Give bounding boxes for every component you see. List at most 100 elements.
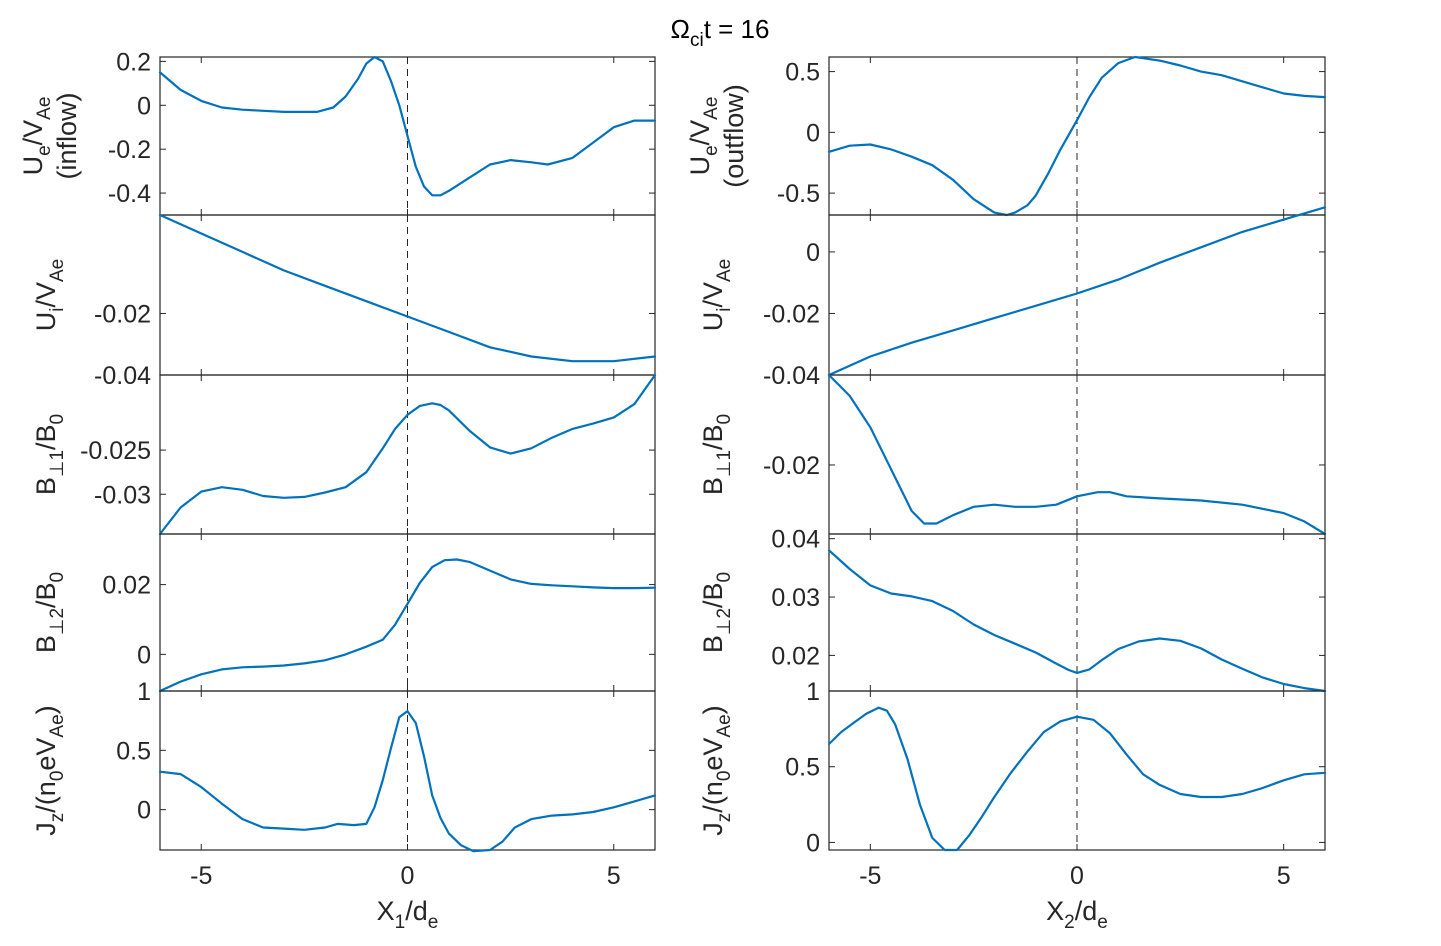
y-axis-label: B⊥1/B0: [698, 414, 735, 495]
x-label-subscript: 1: [395, 912, 406, 933]
y-label-subscript: i: [47, 308, 68, 312]
y-label-part: /B: [698, 582, 728, 608]
x-label-part: X: [1046, 896, 1064, 926]
y-label-part: /V: [685, 120, 715, 146]
y-axis-label: Ui/VAe: [698, 259, 735, 332]
y-tick-label: 0.02: [102, 572, 151, 600]
y-axis-label-line2: (inflow): [52, 92, 82, 179]
y-label-subscript: e: [701, 145, 722, 156]
x-tick-label: -5: [859, 862, 881, 890]
y-axis-label: Jz/(n0eVAe): [698, 705, 735, 835]
y-label-part: U: [18, 156, 48, 176]
y-tick-label: 0.2: [116, 48, 151, 76]
subplot-left-3: 0.02 0B⊥2/B0: [31, 533, 657, 693]
y-tick-label: 0.5: [785, 59, 820, 87]
series-line: [158, 373, 657, 536]
y-tick-label: -0.02: [763, 452, 820, 480]
y-label-subscript: Ae: [47, 714, 68, 737]
y-tick-label: 1: [137, 678, 151, 706]
y-label-part: /V: [31, 282, 61, 308]
x-tick-label: 5: [1277, 862, 1291, 890]
y-label-part: /V: [18, 120, 48, 146]
figure-title: Ωcit = 16: [671, 14, 770, 51]
y-label-subscript: ⊥1: [714, 450, 735, 477]
y-label-subscript: Ae: [701, 97, 722, 120]
series-line: [158, 710, 657, 853]
x-label-subscript: e: [1097, 912, 1108, 933]
subplot-right-0: 0.5 0 -0.5 Ue/VAe(outflow): [685, 55, 1327, 217]
subplot-right-3: 0.04 0.03 0.02 B⊥2/B0: [698, 526, 1327, 693]
y-label-subscript: Ae: [714, 259, 735, 282]
subplot-right-1: 0 -0.02 -0.04 Ui/VAe: [698, 206, 1327, 390]
y-tick-label: -0.04: [94, 362, 151, 390]
y-axis-label: Ui/VAe: [31, 259, 68, 332]
y-label-subscript: 0: [47, 771, 68, 782]
y-tick-label: 0: [806, 829, 820, 857]
y-label-part: J: [31, 822, 61, 836]
y-label-part: /(n: [31, 781, 61, 813]
y-label-part: B: [698, 635, 728, 653]
y-label-part: eV: [31, 738, 61, 771]
subplot-left-1: -0.02 -0.04 Ui/VAe: [31, 213, 657, 390]
y-label-subscript: i: [714, 308, 735, 312]
series-line: [158, 55, 657, 197]
series-line: [827, 549, 1327, 693]
x-tick-label: 5: [607, 862, 621, 890]
y-label-part: /(n: [698, 781, 728, 813]
y-tick-label: -0.5: [777, 180, 820, 208]
y-label-part: U: [31, 312, 61, 332]
x-tick-label: 0: [401, 862, 415, 890]
x-label-part: X: [377, 896, 395, 926]
y-label-subscript: Ae: [34, 97, 55, 120]
x-tick-label: 0: [1070, 862, 1084, 890]
y-label-subscript: ⊥2: [47, 608, 68, 635]
y-label-subscript: e: [34, 145, 55, 156]
y-label-part: B: [31, 477, 61, 495]
y-label-subscript: z: [47, 813, 68, 823]
x-axis-label: X2/de: [1046, 896, 1108, 933]
y-tick-label: 0: [806, 119, 820, 147]
y-label-subscript: Ae: [714, 714, 735, 737]
y-axis-label: Jz/(n0eVAe): [31, 705, 68, 835]
subplot-left-2: -0.025 -0.03 B⊥1/B0: [31, 373, 657, 536]
series-line: [827, 55, 1327, 217]
series-line: [827, 706, 1327, 852]
y-label-part: ): [31, 705, 61, 714]
y-label-part: /B: [31, 582, 61, 608]
y-label-part: ): [698, 705, 728, 714]
title-rest: t = 16: [704, 14, 770, 44]
y-label-subscript: ⊥2: [714, 608, 735, 635]
y-label-part: J: [698, 822, 728, 836]
y-label-subscript: 0: [714, 572, 735, 583]
y-label-subscript: 0: [47, 414, 68, 425]
y-tick-label: 0.04: [771, 526, 820, 554]
y-axis-label: B⊥1/B0: [31, 414, 68, 495]
y-tick-label: 0.5: [785, 754, 820, 782]
plot-area: 0.20-0.2-0.4Ue/VAe(inflow)0.50-0.5Ue/VAe…: [18, 48, 1327, 933]
y-axis-label: Ue/VAe: [18, 97, 55, 176]
y-label-subscript: 0: [714, 771, 735, 782]
x-label-subscript: 2: [1064, 912, 1075, 933]
y-tick-label: 0.02: [771, 642, 820, 670]
y-tick-label: -0.02: [94, 300, 151, 328]
y-label-subscript: 0: [47, 572, 68, 583]
y-tick-label: 0: [137, 797, 151, 825]
series-line: [827, 373, 1327, 536]
y-tick-label: -0.025: [80, 437, 151, 465]
y-axis-label-line2: (outflow): [719, 84, 749, 188]
y-tick-label: 0.5: [116, 737, 151, 765]
y-label-subscript: ⊥1: [47, 450, 68, 477]
y-tick-label: -0.4: [108, 180, 151, 208]
subplot-right-2: -0.02 B⊥1/B0: [698, 373, 1327, 536]
y-axis-label: B⊥2/B0: [31, 572, 68, 653]
series-line: [158, 558, 657, 693]
y-axis-label: B⊥2/B0: [698, 572, 735, 653]
y-axis-label: Ue/VAe: [685, 97, 722, 176]
y-label-part: U: [685, 156, 715, 176]
y-label-part: eV: [698, 738, 728, 771]
y-tick-label: 1: [806, 678, 820, 706]
y-label-part: B: [31, 635, 61, 653]
